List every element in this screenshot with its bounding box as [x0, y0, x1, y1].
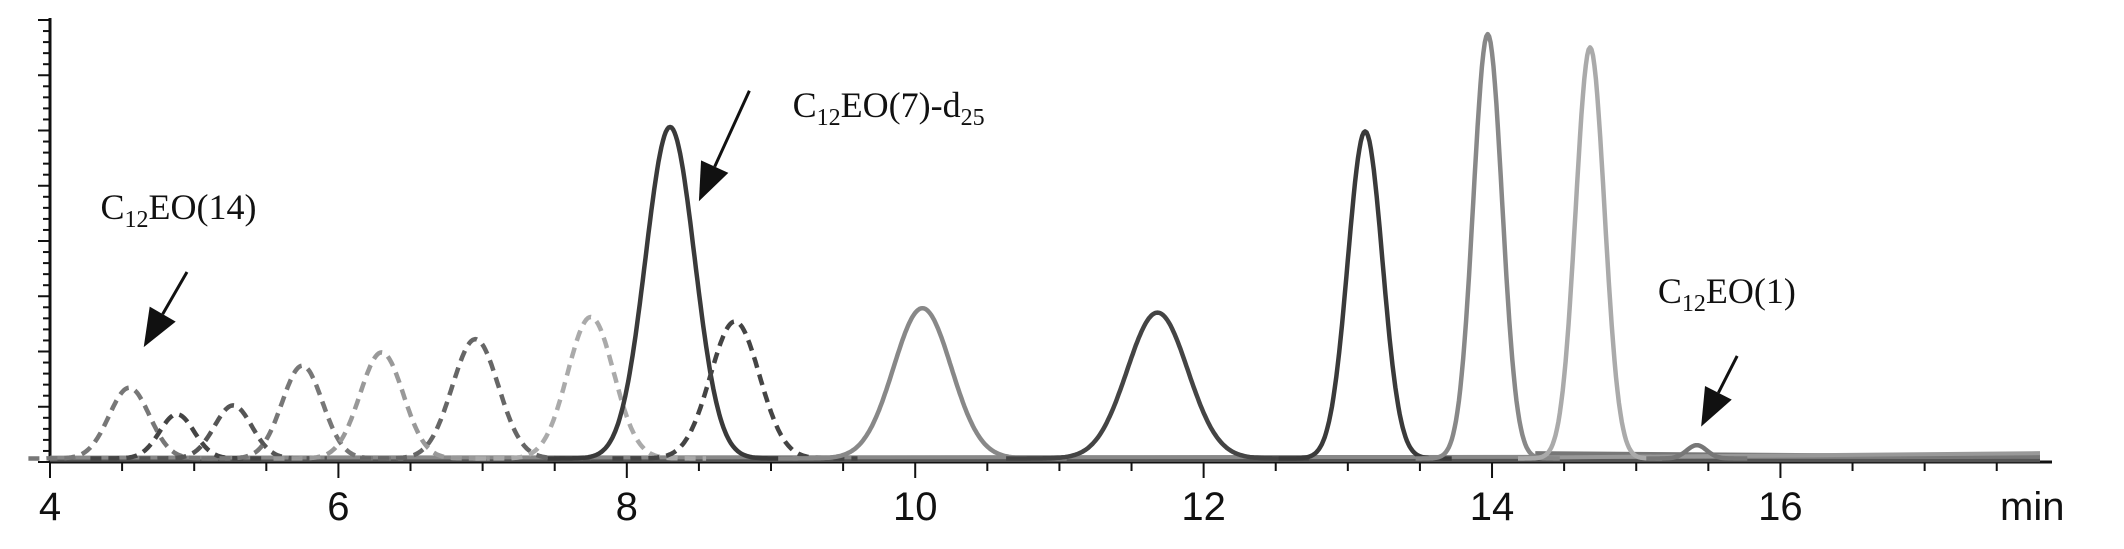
annotation-arrow-shaft: [161, 271, 189, 315]
annotation-subscript: 25: [961, 105, 985, 131]
peak-trace: [359, 336, 592, 461]
annotation-arrow-head: [143, 306, 176, 348]
peak-trace: [89, 412, 265, 461]
peak-trace: [474, 314, 707, 461]
x-tick-labels: 4 6 8 10 12 14 16: [39, 485, 1803, 529]
peak-trace: [1005, 310, 1310, 461]
x-tick-label: 4: [39, 485, 61, 529]
annotation-text: C: [1658, 271, 1682, 311]
peak-trace: [546, 124, 794, 461]
peak-trace: [1517, 45, 1663, 461]
peak-annotation: C12EO(1): [1658, 271, 1796, 317]
annotation-text: EO(14): [148, 187, 256, 227]
annotation-arrow-head: [698, 160, 729, 202]
annotation-arrow-shaft: [713, 90, 751, 168]
axes: [38, 18, 2052, 478]
x-tick-label: 6: [327, 485, 349, 529]
x-tick-label: 16: [1758, 485, 1803, 529]
annotation-arrow-head: [1701, 385, 1732, 427]
annotation-subscript: 12: [817, 105, 841, 131]
x-tick-label: 12: [1181, 485, 1226, 529]
x-tick-label: 10: [893, 485, 938, 529]
annotation-subscript: 12: [124, 207, 148, 233]
traces: [27, 31, 2041, 463]
x-tick-label: 14: [1470, 485, 1515, 529]
annotation-text: EO(7)-d: [841, 85, 961, 125]
peak-annotation: C12EO(7)-d25: [793, 85, 985, 131]
peak-trace: [272, 350, 491, 461]
baseline-trace: [1535, 451, 2041, 460]
peak-trace: [138, 403, 328, 461]
peak-trace: [1414, 31, 1561, 461]
peak-trace: [1645, 442, 1749, 461]
x-axis-label: min: [2000, 485, 2064, 529]
x-tick-label: 8: [616, 485, 638, 529]
peak-trace: [1277, 129, 1453, 461]
annotation-text: C: [793, 85, 817, 125]
peak-trace: [611, 319, 859, 461]
annotation-text: C: [100, 187, 124, 227]
annotation-text: EO(1): [1706, 271, 1796, 311]
annotation-arrow-shaft: [1717, 355, 1739, 394]
peak-trace: [777, 305, 1068, 461]
annotation-subscript: 12: [1682, 291, 1706, 317]
peak-annotation: C12EO(14): [100, 187, 256, 233]
peak-trace: [200, 363, 405, 461]
peak-trace: [27, 385, 232, 461]
